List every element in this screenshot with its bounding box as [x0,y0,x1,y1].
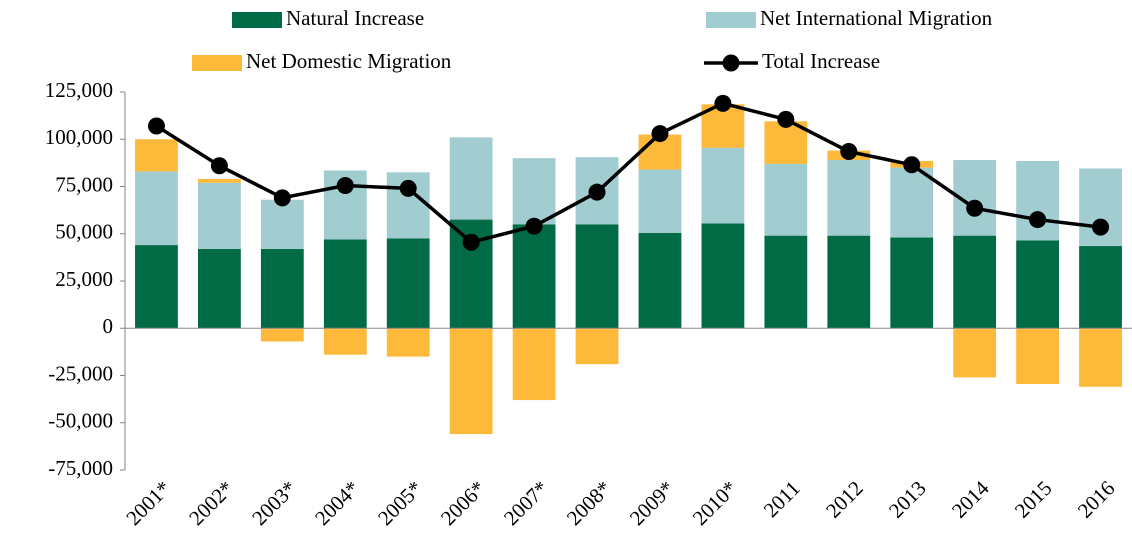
y-tick-label: 25,000 [55,267,113,291]
y-tick-label: 125,000 [45,78,113,102]
y-tick-label: 100,000 [45,125,113,149]
legend-label: Net International Migration [760,6,993,30]
x-tick-label: 2003* [247,476,301,530]
marker [588,183,606,201]
x-tick-label: 2002* [184,476,238,530]
x-tick-label: 2010* [688,476,742,530]
x-tick-label: 2011 [759,476,805,522]
marker [903,156,921,174]
y-tick-label: 50,000 [55,220,113,244]
bar [701,223,745,329]
bar [323,239,367,329]
bar [764,235,808,329]
bar [198,182,241,249]
legend-swatch [192,55,242,71]
legend-swatch [706,12,756,28]
y-tick-label: -25,000 [48,361,113,385]
bar [701,147,745,224]
x-tick-label: 2007* [499,476,553,530]
marker [147,117,165,135]
marker [462,233,480,251]
x-tick-label: 2012 [821,476,868,523]
legend-marker [722,54,740,72]
bar [386,328,430,357]
marker [777,110,795,128]
y-tick-label: -50,000 [48,409,113,433]
x-tick-label: 2013 [884,476,931,523]
bar [512,328,556,401]
x-tick-label: 2016 [1073,476,1120,523]
marker [210,157,228,175]
bar [890,237,934,329]
bar [827,160,871,236]
marker [840,143,858,161]
bar [575,328,619,365]
marker [399,179,417,197]
legend-label: Net Domestic Migration [246,49,452,73]
x-tick-label: 2001* [121,476,175,530]
y-tick-label: 0 [103,314,114,338]
x-tick-label: 2005* [373,476,427,530]
bar [638,232,682,329]
bar [198,178,241,183]
x-tick-label: 2008* [562,476,616,530]
legend-label: Total Increase [762,49,880,73]
legend-swatch [232,12,282,28]
x-tick-label: 2004* [310,476,364,530]
x-tick-label: 2009* [625,476,679,530]
bar [386,238,430,329]
x-tick-label: 2014 [947,476,994,523]
marker [966,199,984,217]
bar [135,171,178,246]
bar [1079,328,1122,387]
bar [198,248,241,329]
bar [827,235,871,329]
bar [1016,240,1059,329]
bar [953,235,997,329]
bar [764,163,808,236]
bar [1079,246,1122,329]
bar [512,224,556,329]
bar [260,328,304,342]
bar [323,328,367,355]
bar [953,328,997,378]
bar [260,248,304,329]
bar [260,199,304,249]
marker [525,217,543,235]
legend-label: Natural Increase [286,6,424,30]
marker [1092,218,1110,236]
marker [273,189,291,207]
bar [135,245,178,329]
marker [1029,211,1047,229]
bar [1016,160,1059,241]
marker [651,125,669,143]
x-tick-label: 2006* [436,476,490,530]
bar [890,167,934,238]
line [155,101,1101,245]
bar [575,224,619,329]
bar [1016,328,1059,385]
bar [638,169,682,233]
bar [449,328,493,435]
bar [512,158,556,225]
y-tick-label: -75,000 [48,456,113,480]
y-tick-label: 75,000 [55,172,113,196]
marker [336,177,354,195]
bar [135,139,178,172]
bar [449,137,493,220]
x-tick-label: 2015 [1010,476,1057,523]
marker [714,94,732,112]
